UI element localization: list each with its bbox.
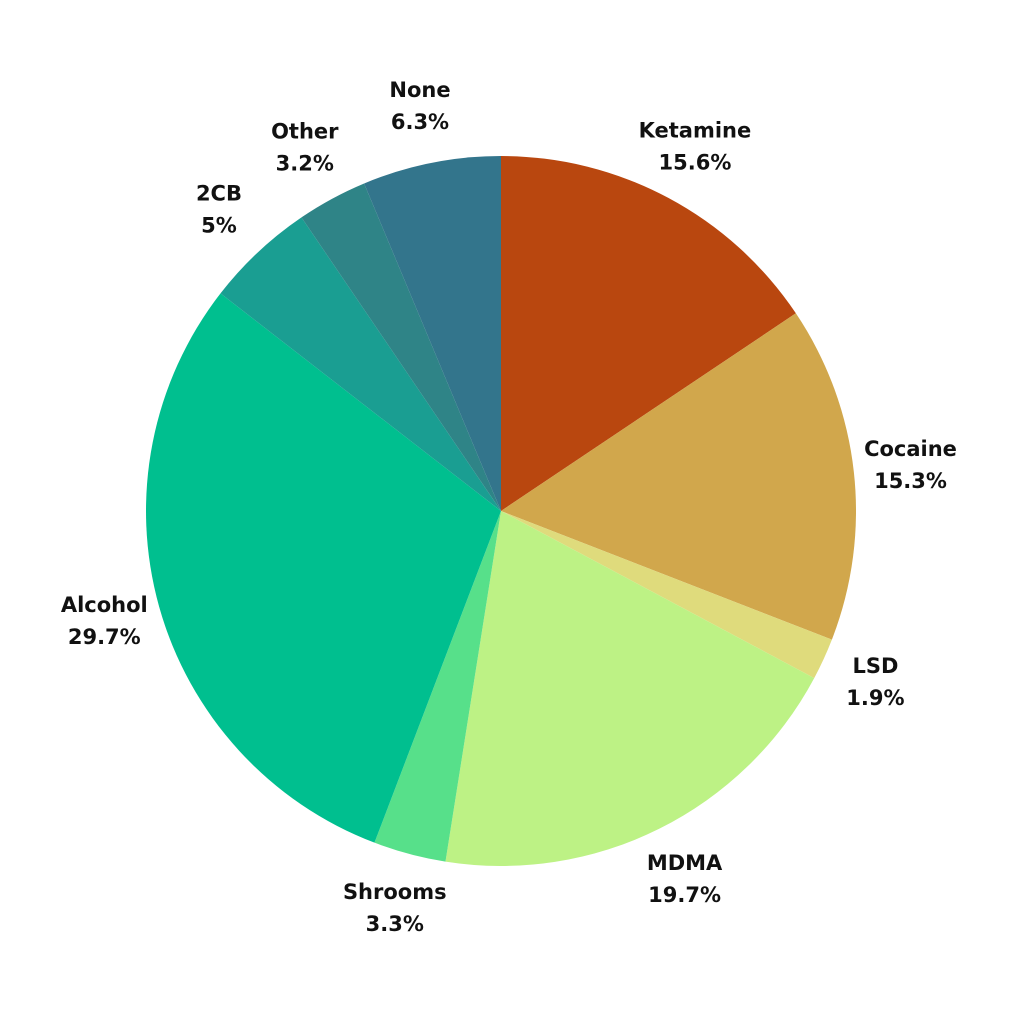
slice-label: MDMA: [647, 851, 723, 875]
slice-value-label: 1.9%: [846, 686, 904, 710]
pie-slice: [220, 217, 501, 511]
slice-label: Other: [271, 120, 339, 144]
pie-slice: [374, 511, 501, 862]
pie-slice: [445, 511, 815, 866]
pie-slice: [301, 183, 501, 511]
slice-label: Ketamine: [639, 118, 752, 142]
slice-value-label: 15.6%: [659, 150, 732, 174]
pie-slice: [501, 511, 832, 679]
slice-value-label: 3.2%: [276, 152, 334, 176]
pie-slice: [145, 293, 501, 843]
slice-label: Alcohol: [61, 593, 148, 617]
slice-value-label: 29.7%: [68, 625, 141, 649]
slice-label: Cocaine: [864, 437, 957, 461]
slice-value-label: 3.3%: [366, 912, 424, 936]
pie-slice: [501, 156, 796, 511]
pie-slice: [364, 156, 501, 511]
slice-value-label: 15.3%: [874, 469, 947, 493]
slice-label: Shrooms: [343, 880, 447, 904]
slice-value-label: 6.3%: [391, 110, 449, 134]
slice-label: 2CB: [196, 182, 242, 206]
pie-slice: [501, 313, 856, 640]
slice-label: LSD: [852, 654, 898, 678]
slice-label: None: [389, 78, 450, 102]
slice-value-label: 5%: [201, 214, 237, 238]
slice-value-label: 19.7%: [648, 883, 721, 907]
